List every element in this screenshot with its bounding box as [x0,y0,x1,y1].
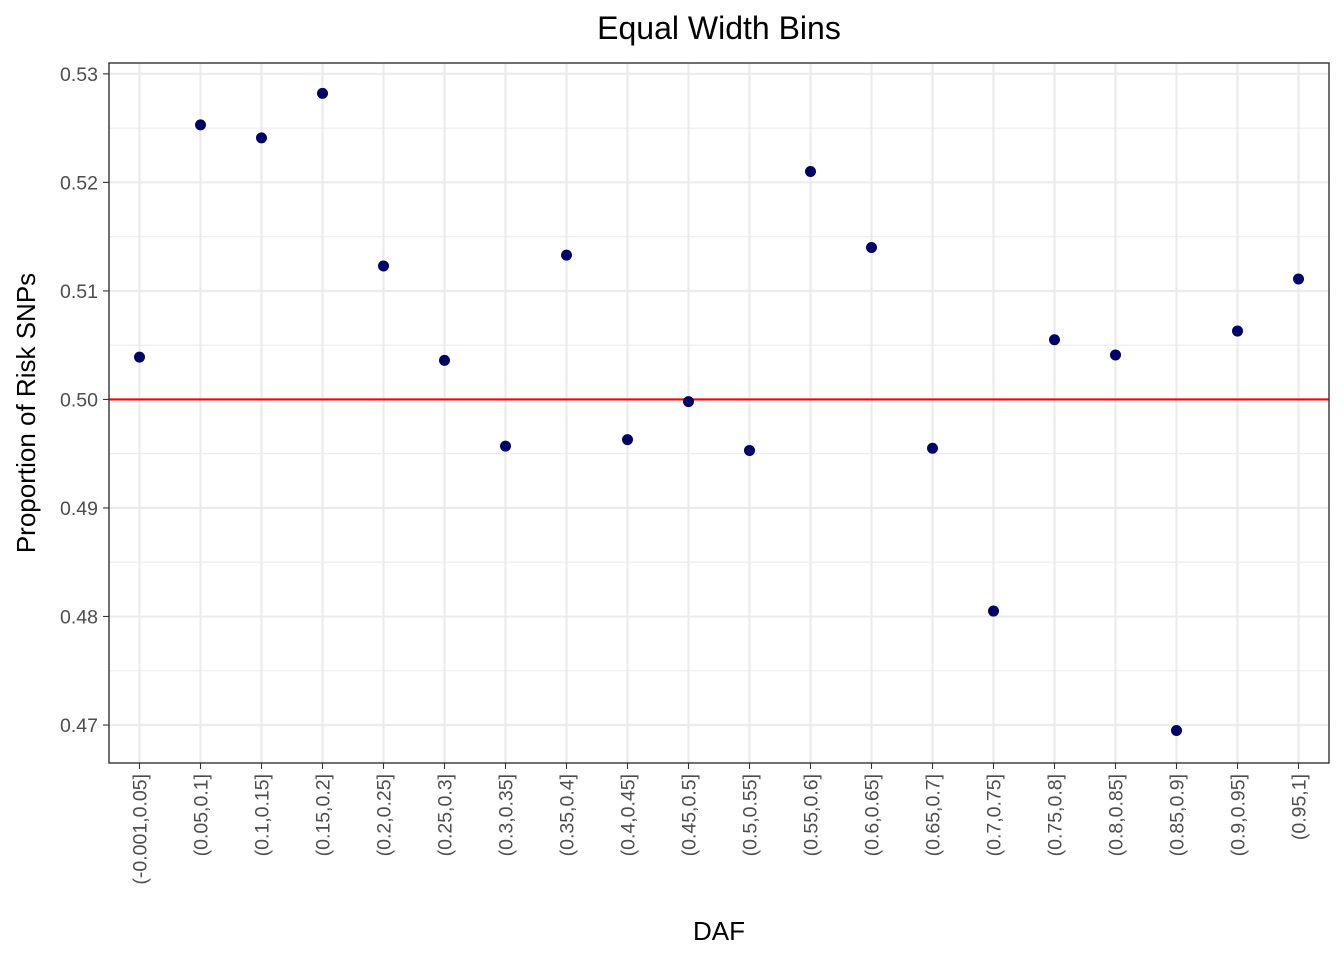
x-axis-title: DAF [693,916,745,946]
x-tick-label: (0.85,0.9] [1167,774,1189,856]
data-point [1110,349,1121,361]
minor-gridlines [109,127,1329,672]
x-axis-ticks: (-0.001,0.05] (0.05,0.1] (0.1,0.15] (0.15,0… [130,763,1311,885]
plot-area [109,63,1329,763]
data-point [439,354,450,366]
data-point [1171,724,1182,736]
data-point [927,442,938,454]
x-tick-label: (0.15,0.2] [313,774,335,856]
data-points [134,87,1304,736]
panel-border [108,62,1330,764]
data-point [683,396,694,408]
x-tick-label: (0.25,0.3] [435,774,457,856]
y-tick-label: 0.53 [60,64,98,86]
y-tick-label: 0.47 [60,715,98,737]
x-tick-label: (0.8,0.85] [1106,774,1128,856]
data-point [561,249,572,261]
data-point [744,444,755,456]
x-tick-label: (0.2,0.25] [374,774,396,856]
x-tick-label: (0.3,0.35] [496,774,518,856]
plot-panel [108,62,1330,764]
x-tick-label: (0.75,0.8] [1045,774,1067,856]
data-point [1232,325,1243,337]
x-tick-label: (0.6,0.65] [862,774,884,856]
data-point [805,166,816,178]
data-point [1293,273,1304,285]
y-axis-ticks: 0.47 0.48 0.49 0.50 0.51 0.52 0.53 [60,64,109,737]
x-tick-label: (0.45,0.5] [679,774,701,856]
x-tick-label: (0.4,0.45] [618,774,640,856]
x-tick-label: (0.7,0.75] [984,774,1006,856]
major-gridlines-x [138,63,1300,763]
data-point [988,605,999,617]
data-point [195,119,206,131]
data-point [622,434,633,446]
data-point [1049,334,1060,346]
y-tick-label: 0.52 [60,172,98,194]
x-tick-label: (0.1,0.15] [252,774,274,856]
x-tick-label: (0.35,0.4] [557,774,579,856]
x-tick-label: (0.55,0.6] [801,774,823,856]
data-point [378,260,389,272]
data-point [866,241,877,253]
data-point [500,440,511,452]
x-tick-label: (-0.001,0.05] [130,774,152,885]
x-tick-label: (0.5,0.55] [740,774,762,856]
x-tick-label: (0.9,0.95] [1228,774,1250,856]
x-tick-label: (0.05,0.1] [191,774,213,856]
data-point [317,87,328,99]
data-point [134,351,145,363]
x-tick-label: (0.65,0.7] [923,774,945,856]
y-tick-label: 0.51 [60,281,98,303]
y-tick-label: 0.48 [60,606,98,628]
x-tick-label: (0.95,1] [1289,774,1311,840]
chart-title: Equal Width Bins [597,10,841,46]
y-axis-title: Proportion of Risk SNPs [11,273,41,553]
y-tick-label: 0.49 [60,498,98,520]
y-tick-label: 0.50 [60,389,98,411]
data-point [256,132,267,144]
